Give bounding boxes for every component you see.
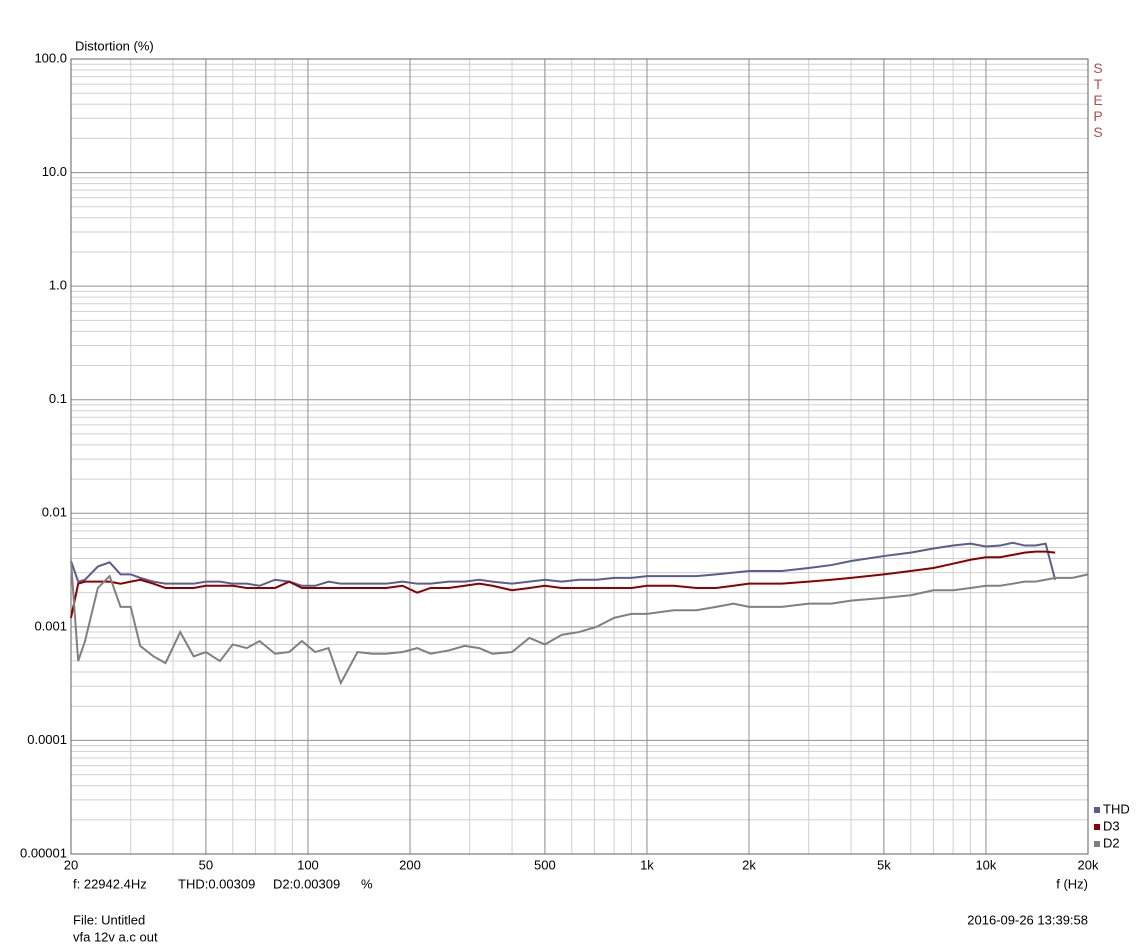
y-tick-label: 1.0 [49,278,67,293]
status-d2: D2:0.00309 [273,876,340,891]
file-name: File: Untitled [73,912,145,927]
file-description: vfa 12v a.c out [73,929,158,944]
plot-frame [70,58,1089,855]
series-line [70,560,1089,686]
x-tick-label: 20 [64,857,78,872]
series-line [70,541,1057,587]
x-tick-label: 500 [534,857,556,872]
side-label: STEPS [1090,60,1106,140]
legend-label: D2 [1103,835,1120,850]
legend-marker [1094,824,1100,830]
status-thd: THD:0.00309 [178,876,255,891]
legend-label: D3 [1103,818,1120,833]
x-axis-label: f (Hz) [1056,876,1088,891]
x-tick-label: 10k [975,857,996,872]
y-axis-label: Distortion (%) [75,38,154,53]
y-tick-label: 0.00001 [20,845,67,860]
timestamp: 2016-09-26 13:39:58 [967,912,1088,927]
y-tick-label: 0.01 [42,505,67,520]
legend-marker [1094,807,1100,813]
x-tick-label: 20k [1078,857,1099,872]
y-tick-label: 0.001 [34,618,67,633]
y-tick-label: 10.0 [42,164,67,179]
x-tick-label: 1k [640,857,654,872]
x-tick-label: 50 [199,857,213,872]
x-tick-label: 200 [399,857,421,872]
x-tick-label: 2k [742,857,756,872]
x-tick-label: 5k [877,857,891,872]
y-tick-label: 100.0 [34,50,67,65]
status-cursor: f: 22942.4Hz [73,876,147,891]
status-unit: % [361,876,373,891]
x-tick-label: 100 [297,857,319,872]
legend-label: THD [1103,801,1130,816]
legend-marker [1094,841,1100,847]
y-tick-label: 0.1 [49,391,67,406]
series-line [70,550,1056,619]
y-tick-label: 0.0001 [27,732,67,747]
